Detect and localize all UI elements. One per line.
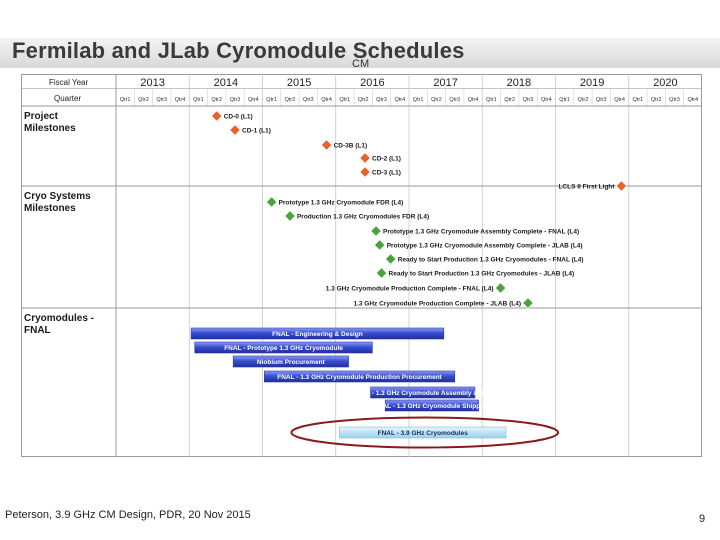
year-label-2016: 2016 [360, 77, 384, 89]
milestone-marker [320, 139, 333, 151]
milestone-label: 1.3 GHz Cryomodule Production Complete -… [353, 301, 521, 308]
year-label-2015: 2015 [287, 77, 311, 89]
task-bar-label: FNAL - Engineering & Design [272, 331, 363, 338]
task-bar-label: FNAL - 3.9 GHz Cryomodules [378, 430, 469, 437]
quarter-label-2020-4: Qtr4 [687, 97, 698, 103]
milestone-label: Ready to Start Production 1.3 GHz Cryomo… [398, 257, 584, 264]
quarter-label-2019-2: Qtr2 [578, 97, 589, 103]
milestone-marker [385, 253, 397, 265]
milestone-label: Prototype 1.3 GHz Cryomodule Assembly Co… [387, 243, 583, 250]
milestone-label: CD-3 (L1) [372, 170, 401, 177]
quarter-label-2016-4: Qtr4 [394, 97, 405, 103]
quarter-label-2016-2: Qtr2 [358, 97, 369, 103]
milestone-marker [359, 166, 371, 178]
slide-title: Fermilab and JLab Cyromodule Schedules [12, 38, 465, 63]
quarter-label-2016-1: Qtr1 [340, 97, 351, 103]
year-label-2013: 2013 [140, 77, 164, 89]
milestone-marker [494, 282, 507, 294]
task-bar [339, 426, 507, 439]
task-bar-label: FNAL - 1.3 GHz Cryomodule Shipping [374, 403, 490, 410]
section-label-3-line1: Cryomodules - [24, 313, 94, 324]
title-band [0, 38, 720, 68]
milestone-marker [211, 110, 223, 122]
footer-citation: Peterson, 3.9 GHz CM Design, PDR, 20 Nov… [5, 509, 251, 521]
section-label-2-line1: Cryo Systems [24, 191, 91, 202]
milestone-label: 1.3 GHz Cryomodule Production Complete -… [326, 286, 494, 293]
quarter-label-2017-3: Qtr3 [449, 97, 460, 103]
section-label-3-line2: FNAL [24, 325, 51, 336]
cm-label: CM [352, 58, 370, 70]
quarter-label-2015-1: Qtr1 [266, 97, 277, 103]
quarter-label-2019-3: Qtr3 [596, 97, 607, 103]
quarter-label-2013-1: Qtr1 [120, 97, 131, 103]
milestone-marker [359, 152, 371, 164]
quarter-label-2014-1: Qtr1 [193, 97, 204, 103]
milestone-label: CD-0 (L1) [224, 114, 253, 121]
milestone-label: Production 1.3 GHz Cryomodules FDR (L4) [297, 214, 429, 221]
milestone-label: CD-3B (L1) [334, 143, 368, 150]
task-bar-label: FNAL - 1.3 GHz Cryomodule Production Pro… [277, 374, 442, 381]
milestone-marker [266, 196, 278, 208]
milestone-label: Prototype 1.3 GHz Cryomodule Assembly Co… [383, 229, 579, 236]
year-label-2014: 2014 [214, 77, 238, 89]
task-bar [384, 399, 479, 412]
milestone-marker [284, 210, 296, 222]
task-bar-label: FNAL - 1.3 GHz Cryomodule Assembly & Tes… [353, 390, 494, 397]
quarter-label-2015-4: Qtr4 [321, 97, 332, 103]
section-label-1-line1: Project [24, 111, 59, 122]
quarter-label-2013-3: Qtr3 [156, 97, 167, 103]
quarter-label: Quarter [54, 94, 81, 103]
page-number: 9 [699, 513, 706, 525]
schedule-frame [21, 74, 702, 457]
task-bar [264, 370, 456, 383]
milestone-marker [375, 267, 388, 279]
milestone-marker [374, 239, 386, 251]
milestone-label: Prototype 1.3 GHz Cryomodule FDR (L4) [279, 200, 404, 207]
quarter-label-2017-2: Qtr2 [431, 97, 442, 103]
quarter-label-2014-4: Qtr4 [248, 97, 259, 103]
highlight-ellipse [290, 416, 560, 449]
task-bar [190, 327, 445, 340]
milestone-label: CD-1 (L1) [242, 128, 271, 135]
quarter-label-2020-1: Qtr1 [633, 97, 644, 103]
fiscal-year-label: Fiscal Year [49, 78, 88, 87]
year-label-2019: 2019 [580, 77, 604, 89]
quarter-label-2020-2: Qtr2 [651, 97, 662, 103]
task-bar-label: Niobium Procurement [257, 359, 326, 366]
quarter-label-2015-2: Qtr2 [285, 97, 296, 103]
milestone-label: LCLS II First Light [558, 184, 615, 191]
milestone-marker [615, 180, 628, 192]
milestone-marker [370, 225, 382, 237]
quarter-label-2018-2: Qtr2 [504, 97, 515, 103]
quarter-label-2019-1: Qtr1 [559, 97, 570, 103]
milestone-marker [522, 297, 534, 309]
section-label-1-line2: Milestones [24, 123, 76, 134]
year-label-2017: 2017 [433, 77, 457, 89]
task-bar [194, 341, 373, 354]
year-label-2020: 2020 [653, 77, 677, 89]
quarter-label-2018-1: Qtr1 [486, 97, 497, 103]
quarter-label-2014-2: Qtr2 [211, 97, 222, 103]
quarter-label-2019-4: Qtr4 [614, 97, 625, 103]
year-label-2018: 2018 [507, 77, 531, 89]
quarter-label-2013-2: Qtr2 [138, 97, 149, 103]
quarter-label-2017-1: Qtr1 [413, 97, 424, 103]
quarter-label-2013-4: Qtr4 [175, 97, 186, 103]
task-bar-label: FNAL - Prototype 1.3 GHz Cryomodule [224, 345, 343, 352]
quarter-label-2014-3: Qtr3 [230, 97, 241, 103]
milestone-marker [229, 124, 241, 136]
schedule-chart: Fiscal Year Quarter 2013 Qtr1 Qtr2 Qtr3 Qtr4 20… [21, 74, 702, 457]
quarter-label-2018-4: Qtr4 [541, 97, 552, 103]
quarter-label-2015-3: Qtr3 [303, 97, 314, 103]
quarter-label-2018-3: Qtr3 [523, 97, 534, 103]
quarter-label-2020-3: Qtr3 [669, 97, 680, 103]
task-bar [232, 355, 349, 368]
milestone-label: Ready to Start Production 1.3 GHz Cryomo… [389, 271, 575, 278]
task-bar [370, 386, 476, 399]
quarter-label-2017-4: Qtr4 [468, 97, 479, 103]
section-label-2-line2: Milestones [24, 203, 76, 214]
quarter-label-2016-3: Qtr3 [376, 97, 387, 103]
milestone-label: CD-2 (L1) [372, 156, 401, 163]
